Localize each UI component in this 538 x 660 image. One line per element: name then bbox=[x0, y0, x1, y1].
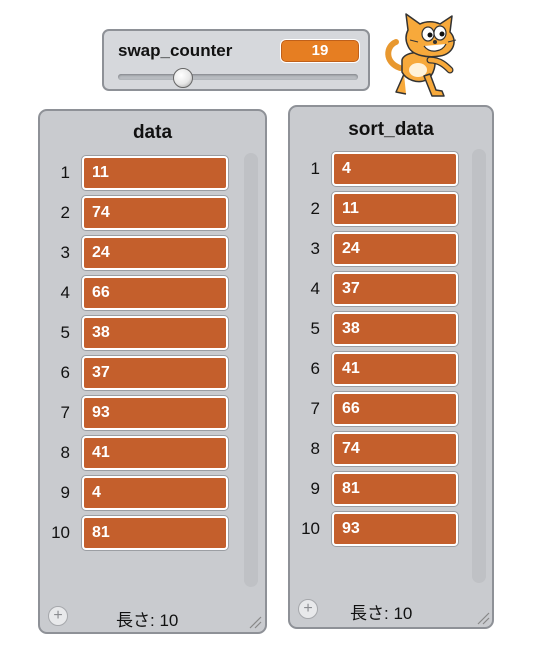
list-title: data bbox=[132, 122, 173, 143]
list-item-value[interactable]: 4 bbox=[82, 476, 228, 510]
list-item-index: 5 bbox=[310, 319, 320, 338]
list-length-label: 長さ: 10 bbox=[350, 604, 413, 623]
list-item-index: 8 bbox=[310, 439, 320, 458]
list-item-index: 5 bbox=[60, 323, 70, 342]
list-item-value[interactable]: 11 bbox=[82, 156, 228, 190]
list-item-index: 2 bbox=[310, 199, 320, 218]
list-item-value[interactable]: 74 bbox=[82, 196, 228, 230]
list-item-value[interactable]: 4 bbox=[332, 152, 458, 186]
list-item-value[interactable]: 66 bbox=[82, 276, 228, 310]
variable-value: 19 bbox=[280, 39, 360, 63]
list-item-index: 6 bbox=[60, 363, 70, 382]
list-item-value[interactable]: 81 bbox=[82, 516, 228, 550]
list-item-value[interactable]: 37 bbox=[332, 272, 458, 306]
list-item-index: 4 bbox=[310, 279, 320, 298]
variable-slider-thumb[interactable] bbox=[173, 68, 193, 88]
list-item-index: 4 bbox=[60, 283, 70, 302]
list-item-index: 10 bbox=[51, 523, 70, 542]
list-item-value[interactable]: 41 bbox=[82, 436, 228, 470]
variable-name: swap_counter bbox=[118, 41, 233, 60]
list-scrollbar[interactable] bbox=[472, 149, 486, 583]
list-item-index: 1 bbox=[60, 163, 70, 182]
list-item-index: 10 bbox=[301, 519, 320, 538]
list-item-index: 7 bbox=[60, 403, 70, 422]
list-item-index: 3 bbox=[310, 239, 320, 258]
list-item-index: 6 bbox=[310, 359, 320, 378]
list-item-index: 8 bbox=[60, 443, 70, 462]
list-title: sort_data bbox=[348, 119, 434, 140]
scratch-cat-icon[interactable] bbox=[382, 12, 462, 102]
list-item-value[interactable]: 11 bbox=[332, 192, 458, 226]
list-item-value[interactable]: 41 bbox=[332, 352, 458, 386]
list-item-index: 9 bbox=[60, 483, 70, 502]
list-monitor-data[interactable]: data 1 11 2 74 3 24 4 66 5 38 6 37 7 93 8 41 9 4 10 81 + 長さ… bbox=[38, 109, 267, 634]
list-item-index: 1 bbox=[310, 159, 320, 178]
list-scrollbar[interactable] bbox=[244, 153, 258, 587]
variable-monitor-swap-counter[interactable]: swap_counter 19 bbox=[102, 29, 370, 91]
list-length-label: 長さ: 10 bbox=[116, 611, 179, 630]
list-item-index: 2 bbox=[60, 203, 70, 222]
list-item-value[interactable]: 66 bbox=[332, 392, 458, 426]
add-item-button[interactable]: + bbox=[48, 606, 68, 626]
list-item-value[interactable]: 37 bbox=[82, 356, 228, 390]
list-item-value[interactable]: 93 bbox=[82, 396, 228, 430]
list-item-value[interactable]: 38 bbox=[82, 316, 228, 350]
add-item-button[interactable]: + bbox=[298, 599, 318, 619]
list-item-index: 7 bbox=[310, 399, 320, 418]
list-item-index: 9 bbox=[310, 479, 320, 498]
resize-grip-icon[interactable] bbox=[248, 615, 262, 629]
variable-slider-track[interactable] bbox=[118, 74, 358, 80]
list-item-value[interactable]: 38 bbox=[332, 312, 458, 346]
list-monitor-sort-data[interactable]: sort_data 1 4 2 11 3 24 4 37 5 38 6 41 7 66 8 74 9 81 10 93… bbox=[288, 105, 494, 629]
list-item-value[interactable]: 74 bbox=[332, 432, 458, 466]
list-item-value[interactable]: 93 bbox=[332, 512, 458, 546]
list-item-value[interactable]: 24 bbox=[332, 232, 458, 266]
list-item-value[interactable]: 81 bbox=[332, 472, 458, 506]
resize-grip-icon[interactable] bbox=[476, 611, 490, 625]
list-item-index: 3 bbox=[60, 243, 70, 262]
list-item-value[interactable]: 24 bbox=[82, 236, 228, 270]
